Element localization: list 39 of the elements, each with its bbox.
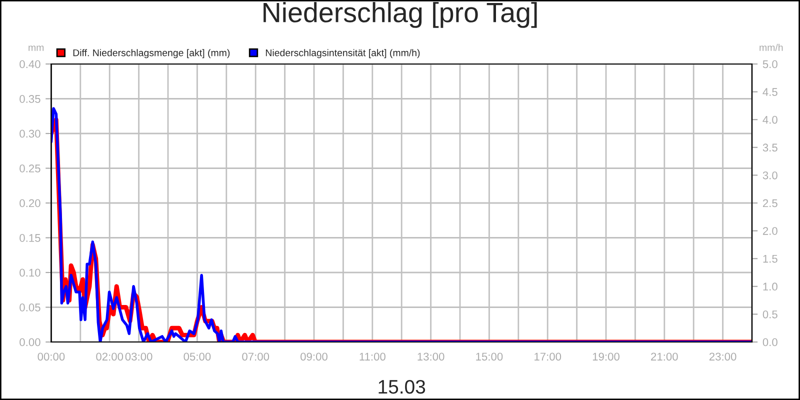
chart-title: Niederschlag [pro Tag]: [264, 2, 537, 28]
y2-tick-label: 1.0: [763, 282, 778, 291]
y2-tick-label: 2.5: [762, 199, 778, 208]
y2-tick-label: 3.0: [762, 171, 778, 180]
y-tick-label: 0.00: [20, 338, 40, 346]
y-tick-label: 0.10: [20, 268, 40, 277]
x-tick-label: 23:00: [709, 352, 736, 361]
y2-tick-label: 2.0: [762, 227, 778, 235]
y2-tick-label: 4.5: [762, 88, 778, 96]
x-tick-label: 07:00: [242, 352, 270, 361]
x-tick-label: 00:00: [38, 352, 65, 361]
x-tick-label: 13:00: [418, 352, 444, 361]
x-tick-label: 11:00: [360, 352, 386, 361]
y2-axis-title: mm/h: [760, 44, 783, 51]
x-tick-label: 15:00: [476, 352, 503, 361]
x-tick-label: 03:00: [125, 352, 152, 361]
x-tick-label: 02:00: [96, 352, 124, 361]
x-tick-label: 21:00: [651, 352, 678, 361]
y-tick-label: 0.40: [20, 60, 40, 68]
y2-tick-label: 4.0: [762, 116, 778, 124]
x-axis-title: 15.03: [378, 380, 426, 394]
legend-label: Diff. Niederschlagsmenge [akt] (mm): [73, 49, 230, 58]
y2-tick-label: 5.0: [762, 60, 778, 68]
y2-tick-label: 3.5: [762, 144, 778, 152]
x-tick-label: 09:00: [300, 352, 328, 361]
y-axis-title: mm: [28, 46, 44, 51]
y-tick-label: 0.20: [20, 199, 40, 208]
y-tick-label: 0.35: [20, 95, 40, 103]
y2-tick-label: 0.0: [762, 338, 778, 346]
x-tick-label: 17:00: [534, 352, 562, 361]
y-tick-label: 0.15: [20, 234, 40, 242]
x-tick-label: 05:00: [184, 352, 211, 361]
y-tick-label: 0.30: [20, 130, 40, 138]
y-tick-label: 0.25: [20, 164, 40, 172]
y2-tick-label: 0.5: [762, 310, 778, 318]
legend-label: Niederschlagsintensität [akt] (mm/h): [266, 49, 420, 58]
y2-tick-label: 1.5: [763, 254, 778, 263]
x-tick-label: 19:00: [592, 352, 620, 361]
y-tick-label: 0.05: [20, 304, 40, 312]
